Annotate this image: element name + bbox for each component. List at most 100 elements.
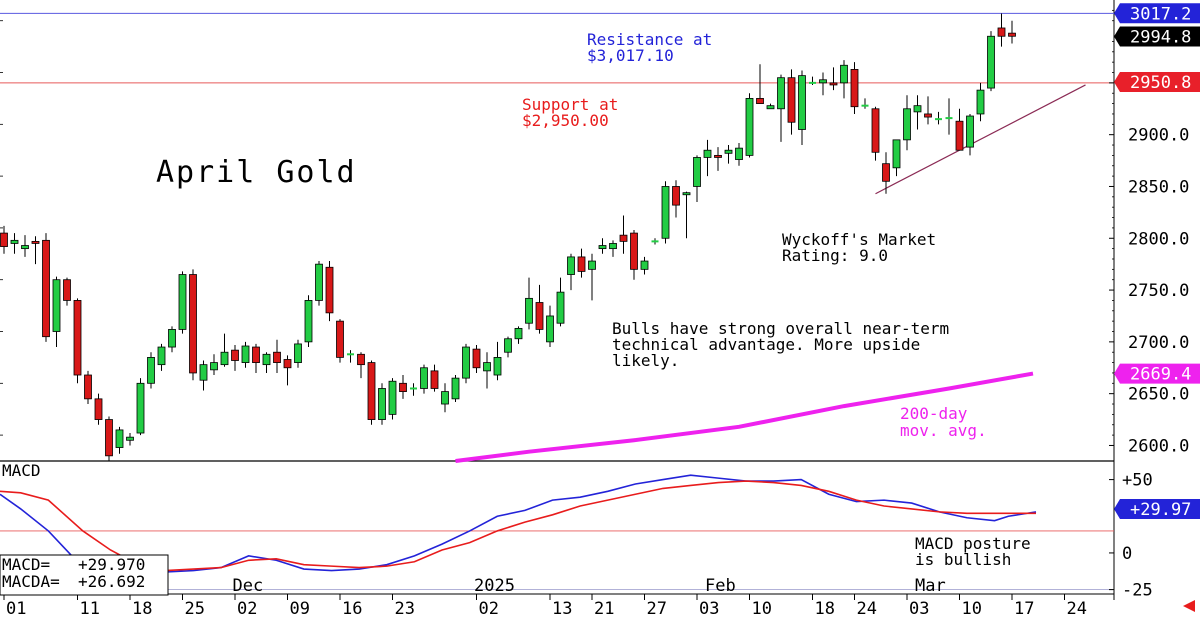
bulls-comment-line1: Bulls have strong overall near-term	[612, 319, 949, 338]
candle-body	[714, 154, 722, 158]
candle	[672, 180, 680, 218]
candle-body	[136, 382, 145, 434]
ma-label-line1: 200-day	[900, 404, 968, 423]
candle-body	[724, 149, 733, 154]
candle-body	[315, 263, 323, 301]
candle-body	[777, 77, 785, 110]
candle-body	[220, 351, 229, 366]
candle-body	[535, 302, 544, 330]
candle-body	[472, 348, 481, 369]
wyckoff-rating-line1: Wyckoff's Market	[782, 230, 936, 249]
candle-body	[829, 82, 838, 86]
candle-body	[21, 245, 29, 250]
candle	[735, 142, 743, 166]
chart-title: April Gold	[156, 155, 357, 190]
candle	[630, 229, 638, 280]
candle	[231, 344, 239, 371]
candle-body	[745, 98, 754, 156]
candle	[84, 370, 92, 405]
x-day-label: 18	[815, 599, 835, 619]
candle	[410, 383, 417, 396]
candle-body	[73, 300, 82, 376]
candle	[105, 416, 113, 461]
candle-body	[210, 362, 218, 371]
candle	[619, 215, 628, 254]
candle	[903, 95, 911, 151]
candle	[357, 352, 365, 379]
resistance-label-line2: $3,017.10	[587, 46, 674, 65]
candle-body	[976, 89, 985, 115]
candle	[556, 277, 565, 327]
candle	[882, 152, 890, 194]
candle-body	[577, 256, 586, 272]
candle-body	[357, 353, 365, 366]
candle	[294, 339, 302, 368]
price-tag-text: 3017.2	[1130, 4, 1191, 24]
candle-body	[661, 186, 670, 239]
candle-body	[199, 364, 208, 381]
candle-body	[388, 380, 397, 415]
candle-body	[672, 186, 680, 206]
x-month-label: Mar	[915, 576, 946, 596]
candle-body	[325, 266, 334, 314]
candle-body	[283, 359, 292, 369]
candle	[10, 233, 19, 254]
candle-body	[609, 243, 617, 250]
candle-body	[31, 240, 40, 244]
x-day-label: 23	[395, 599, 415, 619]
macd-posture-line1: MACD posture	[915, 534, 1031, 553]
candle	[252, 343, 260, 373]
candle	[935, 111, 942, 125]
price-tag: 2950.8	[1114, 72, 1200, 93]
candle-body	[94, 398, 103, 420]
candle-body	[588, 260, 596, 270]
candle-body	[997, 27, 1006, 37]
candle	[945, 98, 953, 135]
scroll-left-arrow-icon[interactable]	[1183, 600, 1195, 612]
candle-body	[42, 239, 50, 338]
candle-body	[262, 353, 271, 366]
candle-body	[462, 346, 470, 379]
candle	[714, 147, 722, 171]
candle	[178, 271, 187, 334]
candle	[798, 70, 806, 146]
x-day-label: 24	[1067, 599, 1087, 619]
candle	[73, 298, 82, 384]
x-day-label: 01	[6, 599, 26, 619]
macda-readout-label: MACDA=	[2, 572, 60, 591]
candle-body	[567, 256, 575, 275]
candle-body	[399, 382, 407, 392]
candle	[210, 354, 218, 376]
candle	[325, 261, 334, 322]
x-day-label: 02	[479, 599, 499, 619]
y-tick-label: 2800.0	[1128, 229, 1189, 249]
candle	[273, 339, 281, 373]
candle	[661, 181, 670, 244]
macd-value-tag-text: +29.97	[1130, 500, 1191, 520]
candle	[493, 341, 502, 381]
candle-body	[903, 108, 911, 141]
candle-body	[955, 120, 964, 151]
x-day-label: 21	[594, 599, 614, 619]
price-tag-text: 2950.8	[1130, 73, 1191, 93]
candle-body	[420, 367, 428, 389]
macd-readout-box	[0, 554, 169, 596]
candle-body	[913, 105, 922, 113]
y-tick-label: 2650.0	[1128, 385, 1189, 405]
candle-body	[451, 377, 460, 400]
candle	[94, 393, 103, 425]
candle	[567, 253, 575, 291]
candle	[861, 98, 869, 109]
candle-body	[756, 98, 764, 104]
candle	[514, 326, 523, 344]
resistance-label-line1: Resistance at	[587, 30, 712, 49]
candle	[651, 238, 659, 245]
candle	[126, 433, 134, 446]
y-tick-label: 2850.0	[1128, 177, 1189, 197]
candle	[546, 305, 554, 348]
candle-body	[273, 351, 281, 363]
candle-body	[640, 260, 649, 270]
candle	[189, 269, 197, 381]
y-tick-label: 2750.0	[1128, 281, 1189, 301]
